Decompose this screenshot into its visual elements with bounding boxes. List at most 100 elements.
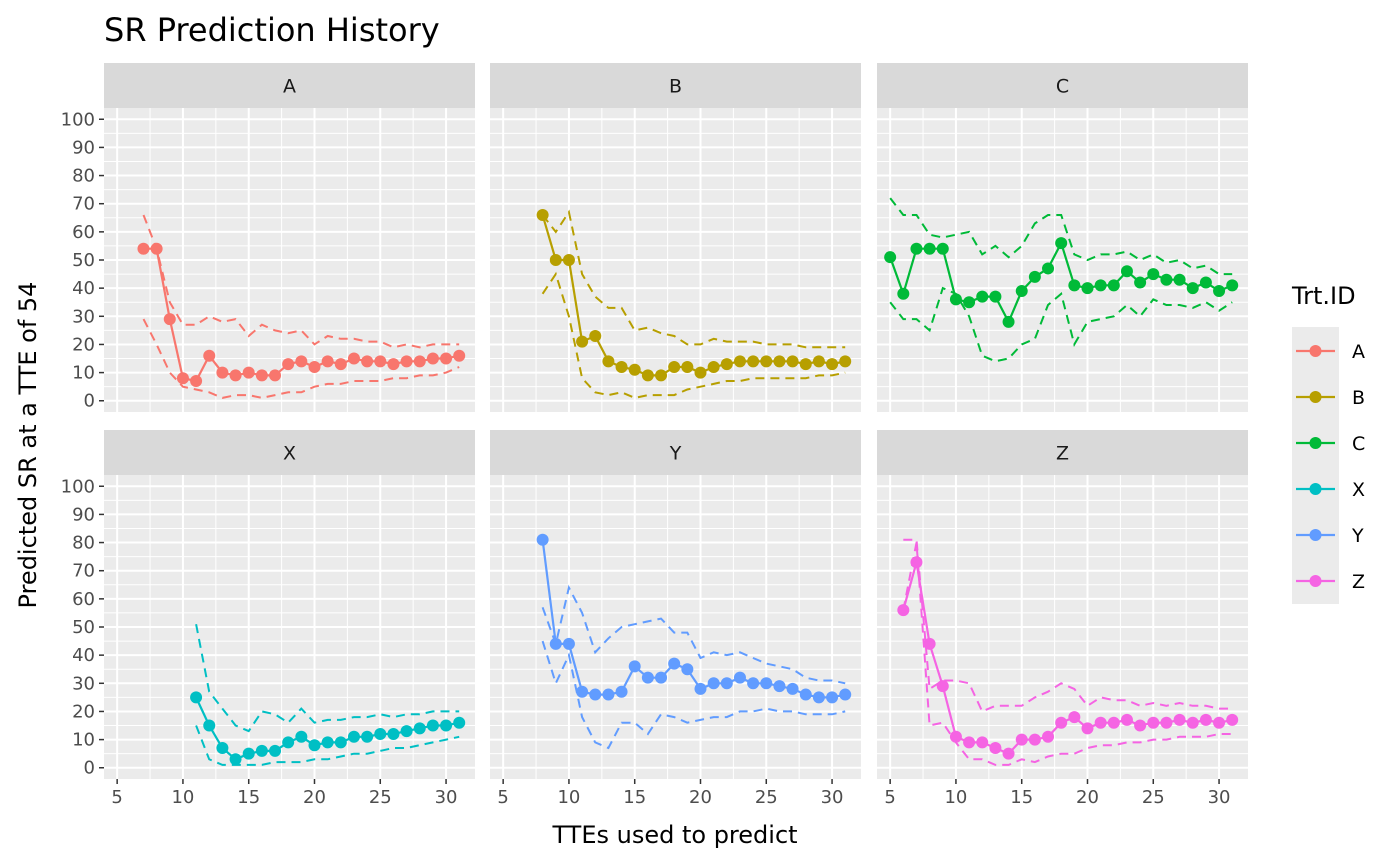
chart-title: SR Prediction History [104, 11, 440, 49]
data-point [936, 242, 949, 255]
data-point [747, 355, 760, 368]
y-tick-label: 40 [72, 278, 95, 299]
data-point [910, 242, 923, 255]
facet-strip-label: Z [1056, 443, 1069, 465]
data-point [453, 716, 466, 729]
data-point [1055, 716, 1068, 729]
upper-bound-line [195, 624, 460, 733]
facet-panel-z: Z 5 10 15 20 25 30 [877, 430, 1248, 808]
data-point [229, 753, 242, 766]
data-point [1199, 276, 1212, 289]
data-point [440, 719, 453, 732]
legend-item-c: C [1296, 433, 1365, 455]
data-point [826, 691, 839, 704]
data-point [628, 660, 641, 673]
data-point [1226, 279, 1239, 292]
data-point [347, 352, 360, 365]
lower-bound-line [195, 725, 460, 766]
y-tick-label: 90 [72, 504, 95, 525]
data-point [426, 719, 439, 732]
legend-item-a: A [1296, 341, 1365, 363]
legend-item-z: Z [1296, 571, 1365, 593]
data-point [589, 330, 602, 342]
data-point [413, 722, 426, 735]
data-point [602, 355, 615, 368]
data-point [949, 293, 962, 306]
data-point [1173, 713, 1186, 726]
y-tick-label: 10 [72, 363, 95, 384]
data-point [1081, 722, 1094, 735]
data-point [923, 242, 936, 255]
data-point [799, 358, 812, 371]
data-point [334, 358, 347, 371]
data-point [1081, 282, 1094, 295]
data-point [1002, 315, 1015, 328]
data-point [897, 287, 910, 300]
data-point [1068, 279, 1081, 292]
x-tick-label: 30 [1208, 787, 1231, 808]
data-point [655, 369, 668, 382]
y-tick-label: 10 [72, 730, 95, 751]
data-point [150, 242, 163, 255]
upper-bound-line [889, 197, 1233, 276]
x-tick-label: 5 [497, 787, 508, 808]
data-point [668, 657, 681, 670]
upper-bound-line [541, 584, 846, 685]
x-tick-label: 10 [171, 787, 194, 808]
legend-title: Trt.ID [1291, 282, 1356, 310]
data-point [976, 736, 989, 749]
facet-strip-label: X [283, 443, 296, 465]
y-tick-label: 100 [61, 476, 95, 497]
legend-label: Y [1351, 525, 1364, 547]
facet-strip [104, 63, 475, 108]
data-point [308, 360, 321, 373]
x-tick-label: 20 [689, 787, 712, 808]
data-point [989, 742, 1002, 755]
legend-item-b: B [1296, 387, 1365, 409]
data-point [897, 604, 910, 617]
facet-strip-label: B [669, 76, 682, 98]
data-point [400, 725, 413, 738]
y-tick-label: 100 [61, 109, 95, 130]
data-point [549, 637, 562, 650]
y-tick-label: 80 [72, 533, 95, 554]
data-point [1147, 268, 1160, 281]
data-point [589, 688, 602, 701]
facet-panels: A 0 10 20 30 40 50 60 70 80 90 100 B C X 0 10 20 30 40 50 60 7… [61, 63, 1248, 808]
data-point [668, 360, 681, 373]
data-point [334, 736, 347, 749]
data-point [321, 736, 334, 749]
data-point [681, 360, 694, 373]
data-point [1120, 265, 1133, 278]
legend-label: C [1352, 433, 1365, 455]
data-point [203, 719, 216, 732]
data-point [1015, 284, 1028, 297]
data-point [963, 296, 976, 309]
x-axis-title: TTEs used to predict [551, 821, 797, 849]
facet-strip-label: C [1056, 76, 1069, 98]
data-point [733, 355, 746, 368]
data-point [910, 556, 923, 569]
data-point [562, 637, 575, 650]
data-point [269, 369, 282, 382]
data-point [976, 290, 989, 303]
data-point [1002, 747, 1015, 760]
legend-key-point [1309, 575, 1322, 587]
facet-strip [490, 63, 861, 108]
legend-key-point [1309, 483, 1322, 495]
data-point [387, 358, 400, 371]
data-point [1173, 273, 1186, 286]
data-point [615, 360, 628, 373]
data-point [839, 355, 852, 368]
data-point [387, 727, 400, 740]
legend-label: B [1352, 387, 1365, 409]
data-point [562, 254, 575, 266]
data-point [361, 355, 374, 368]
data-point [1120, 713, 1133, 726]
x-tick-label: 10 [944, 787, 967, 808]
data-point [347, 730, 360, 743]
y-axis-title: Predicted SR at a TTE of 54 [14, 282, 42, 609]
x-tick-label: 25 [369, 787, 392, 808]
data-point [615, 685, 628, 698]
data-point [641, 369, 654, 382]
